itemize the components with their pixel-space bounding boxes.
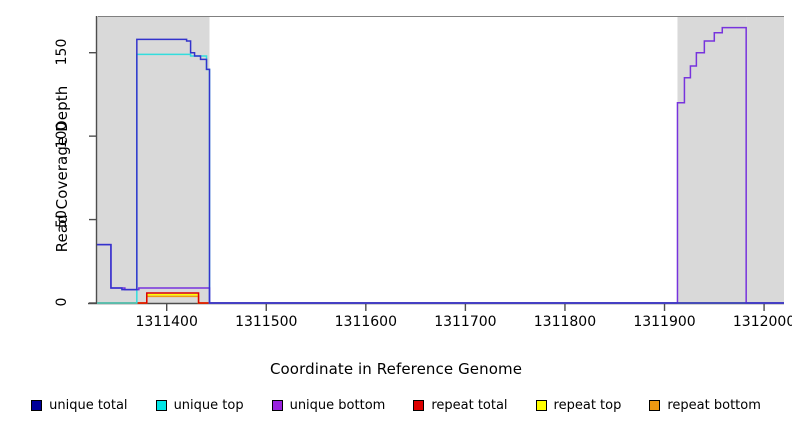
x-tick-label: 1311500 — [235, 314, 298, 330]
x-tick-label: 1311700 — [434, 314, 497, 330]
legend-swatch-icon — [155, 400, 167, 411]
x-tick-label: 1311600 — [334, 314, 397, 330]
x-axis-ticks — [165, 304, 765, 311]
legend-label: repeat bottom — [667, 398, 761, 413]
shaded-band — [746, 16, 784, 303]
legend-label: unique top — [173, 398, 244, 413]
legend-item[interactable]: unique top — [155, 398, 244, 413]
legend-swatch-icon — [535, 400, 547, 411]
y-axis-ticks — [89, 52, 96, 304]
legend-item[interactable]: repeat top — [535, 398, 622, 413]
y-tick-label: 0 — [54, 297, 70, 307]
legend-swatch-icon — [649, 400, 661, 411]
x-tick-label: 1312000 — [732, 314, 792, 330]
legend-label: unique bottom — [289, 398, 386, 413]
legend-item[interactable]: unique bottom — [271, 398, 386, 413]
y-tick-label: 150 — [54, 38, 70, 66]
shaded-band — [97, 16, 210, 303]
legend-label: unique total — [49, 398, 128, 413]
legend-item[interactable]: repeat total — [413, 398, 508, 413]
shaded-bands — [97, 16, 784, 303]
x-tick-label: 1311800 — [533, 314, 597, 330]
legend-item[interactable]: unique total — [31, 398, 128, 413]
legend-swatch-icon — [31, 400, 43, 411]
x-tick-label: 1311900 — [633, 314, 696, 330]
y-tick-label: 100 — [54, 121, 70, 149]
legend-label: repeat total — [431, 398, 508, 413]
legend-label: repeat top — [553, 398, 622, 413]
legend-item[interactable]: repeat bottom — [649, 398, 761, 413]
x-tick-label: 1311400 — [135, 314, 198, 330]
legend-swatch-icon — [413, 400, 425, 411]
data-series-group — [97, 26, 784, 304]
chart-legend: unique total unique top unique bottom repea… — [0, 398, 792, 413]
y-tick-label: 50 — [54, 209, 70, 228]
shaded-band — [677, 16, 747, 303]
legend-swatch-icon — [271, 400, 283, 411]
x-axis-title: Coordinate in Reference Genome — [269, 360, 523, 378]
series-line-unique-total — [97, 38, 784, 304]
